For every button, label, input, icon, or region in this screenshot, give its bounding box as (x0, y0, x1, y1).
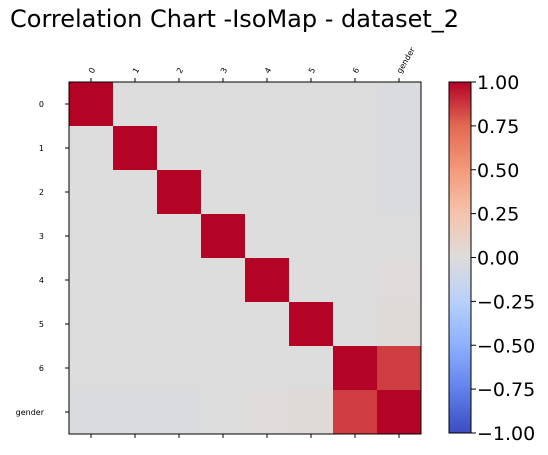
heatmap-cell (69, 170, 113, 214)
colorbar-tick-label: 1.00 (477, 72, 519, 94)
y-tick-label: 3 (39, 232, 44, 241)
heatmap-cell (201, 302, 245, 346)
y-tick-label: 0 (39, 100, 44, 109)
heatmap-cell (245, 258, 289, 302)
heatmap-cell (333, 346, 377, 390)
y-tick-label: gender (16, 408, 45, 417)
heatmap-cell (245, 82, 289, 126)
heatmap-cell (113, 214, 157, 258)
heatmap-cell (289, 346, 333, 390)
heatmap-cell (245, 346, 289, 390)
y-tick-label: 4 (39, 276, 44, 285)
heatmap-cell (377, 390, 421, 434)
heatmap-cell (377, 170, 421, 214)
heatmap-cell (201, 346, 245, 390)
heatmap-cell (377, 126, 421, 170)
heatmap-cell (157, 214, 201, 258)
heatmap-cell (113, 390, 157, 434)
heatmap-cell (113, 346, 157, 390)
y-tick-label: 1 (39, 144, 44, 153)
heatmap-cell (333, 258, 377, 302)
heatmap-cell (157, 170, 201, 214)
heatmap-cell (157, 258, 201, 302)
heatmap-cell (157, 390, 201, 434)
x-tick-label: 6 (351, 66, 361, 75)
y-tick-labels: 0 1 2 3 4 5 6 gender (16, 100, 69, 417)
heatmap-cell (157, 346, 201, 390)
heatmap-cell (157, 302, 201, 346)
heatmap-cell (69, 346, 113, 390)
x-tick-label: 0 (87, 66, 97, 75)
heatmap-cell (69, 214, 113, 258)
heatmap-cell (245, 302, 289, 346)
x-tick-label: 2 (175, 66, 185, 75)
y-tick-label: 2 (39, 188, 44, 197)
heatmap-cell (377, 346, 421, 390)
heatmap-cell (377, 82, 421, 126)
x-tick-label: 1 (131, 66, 141, 75)
colorbar-tick-label: 0.50 (477, 160, 519, 182)
colorbar-tick-label: −0.25 (477, 291, 535, 313)
colorbar-tick-label: −1.00 (477, 423, 535, 445)
heatmap-cells (69, 82, 421, 434)
heatmap-cell (113, 170, 157, 214)
heatmap-cell (69, 302, 113, 346)
x-tick-label: 5 (307, 66, 317, 75)
colorbar-tick-label: 0.00 (477, 248, 519, 270)
heatmap-cell (113, 82, 157, 126)
colorbar-tick-label: −0.75 (477, 379, 535, 401)
heatmap-cell (289, 126, 333, 170)
heatmap-cell (289, 302, 333, 346)
heatmap-cell (69, 258, 113, 302)
heatmap-cell (157, 126, 201, 170)
heatmap-cell (289, 82, 333, 126)
x-tick-label: 4 (263, 66, 273, 75)
y-tick-label: 5 (39, 320, 44, 329)
colorbar (448, 81, 472, 434)
heatmap-cell (201, 390, 245, 434)
heatmap-cell (245, 170, 289, 214)
heatmap-cell (157, 82, 201, 126)
heatmap-cell (333, 302, 377, 346)
heatmap-cell (201, 258, 245, 302)
heatmap-cell (69, 390, 113, 434)
heatmap-cell (289, 170, 333, 214)
colorbar-tick-label: −0.50 (477, 335, 535, 357)
heatmap-cell (201, 82, 245, 126)
heatmap-cell (289, 214, 333, 258)
heatmap-cell (69, 126, 113, 170)
colorbar-tick-label: 0.75 (477, 116, 519, 138)
heatmap-cell (201, 126, 245, 170)
heatmap-cell (201, 214, 245, 258)
x-tick-label: 3 (219, 66, 229, 75)
heatmap-cell (377, 302, 421, 346)
heatmap-frame (68, 81, 422, 435)
heatmap-cell (69, 82, 113, 126)
heatmap-cell (113, 126, 157, 170)
heatmap-cell (113, 302, 157, 346)
heatmap-cell (113, 258, 157, 302)
heatmap-cell (201, 170, 245, 214)
heatmap-cell (245, 214, 289, 258)
heatmap-cell (245, 126, 289, 170)
heatmap-cell (333, 170, 377, 214)
heatmap-cell (245, 390, 289, 434)
chart-title: Correlation Chart -IsoMap - dataset_2 (10, 5, 460, 33)
heatmap-cell (333, 126, 377, 170)
heatmap-cell (333, 390, 377, 434)
heatmap-cell (289, 390, 333, 434)
heatmap-cell (333, 214, 377, 258)
heatmap-cell (377, 258, 421, 302)
colorbar-tick-label: 0.25 (477, 204, 519, 226)
heatmap-cell (333, 82, 377, 126)
heatmap-cell (289, 258, 333, 302)
colorbar-tick-labels: 1.00 0.75 0.50 0.25 0.00 −0.25 −0.50 −0.75 −1.00 (471, 72, 535, 445)
heatmap-cell (377, 214, 421, 258)
x-tick-label: gender (395, 45, 417, 75)
y-tick-label: 6 (39, 364, 44, 373)
